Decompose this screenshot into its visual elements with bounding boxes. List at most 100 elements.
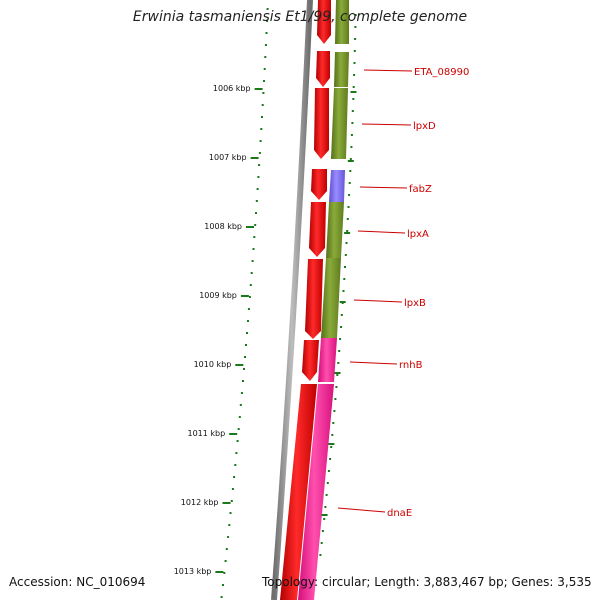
kbp-label: 1007 kbp [209,153,247,162]
kbp-label: 1006 kbp [213,84,251,93]
inner-dot [344,266,346,268]
kbp-label: 1008 kbp [204,222,242,231]
gene-arrow[interactable] [314,88,329,159]
leader-line [361,123,412,126]
inner-dot [346,218,349,220]
scale-dot [240,392,243,394]
gene-arrow[interactable] [317,0,331,44]
scale-dot [222,584,224,586]
inner-dot [354,26,357,28]
gene-label-dnae[interactable]: dnaE [387,508,412,519]
inner-tick [334,372,341,374]
scale-dot [231,488,234,490]
scale-dot [225,548,228,550]
scale-dot [258,152,261,154]
scale-dot [261,116,263,118]
gene-block-cell-envelope[interactable] [334,52,349,87]
gene-block-lipid[interactable] [329,170,345,202]
scale-dot [256,188,259,190]
scale-dot [228,524,231,526]
gene-arrow[interactable] [316,51,330,87]
scale-dot [243,368,245,370]
scale-dot [266,8,269,10]
gene-block-dna[interactable] [318,338,337,382]
gene-arrow[interactable] [305,259,323,339]
inner-tick [339,301,346,303]
scale-dot [234,464,237,466]
gene-label-lpxa[interactable]: lpxA [407,229,429,240]
scale-dot [238,416,241,418]
inner-tick [328,443,335,445]
inner-dot [352,86,355,88]
gene-block-cell-envelope[interactable] [321,258,341,338]
gene-block-cell-envelope[interactable] [331,88,348,159]
gene-label-fabz[interactable]: fabZ [409,184,432,195]
scale-dot [220,596,223,598]
kbp-tick [229,433,238,435]
inner-dot [324,506,327,508]
gene-arrow[interactable] [280,384,317,600]
scale-dot [262,92,265,94]
kbp-label: 1012 kbp [181,498,219,507]
gene-block-cell-envelope[interactable] [335,0,349,44]
scale-dot [258,164,261,166]
inner-dot [349,170,352,172]
gene-label-rnhb[interactable]: rnhB [399,360,423,371]
inner-dot [352,98,355,100]
inner-dot [337,362,340,364]
inner-dot [326,482,329,484]
gene-label-lpxd[interactable]: lpxD [413,121,436,132]
scale-dot [253,236,256,238]
inner-dot [354,38,357,40]
leader-line [337,507,386,513]
inner-dot [320,542,323,544]
scale-dot [254,224,257,226]
scale-dot [251,260,254,262]
gene-block-dna[interactable] [298,384,334,600]
gene-arrow[interactable] [302,340,319,381]
inner-tick [350,91,357,93]
scale-dot [223,572,226,574]
scale-dot [246,332,248,334]
inner-dot [327,470,330,472]
inner-dot [354,14,357,16]
inner-dot [345,242,348,244]
inner-dot [340,314,343,316]
inner-tick [344,232,351,234]
gene-block-cell-envelope[interactable] [326,202,344,258]
scale-dot [257,176,260,178]
leader-line [363,69,413,72]
inner-dot [333,410,336,412]
genome-backbone [271,0,313,601]
kbp-label: 1010 kbp [194,360,232,369]
inner-dot [336,374,339,376]
inner-dot [347,206,350,208]
gene-label-lpxb[interactable]: lpxB [404,298,426,309]
accession-text: Accession: NC_010694 [9,575,146,589]
leader-line [349,361,398,365]
scale-dot [265,32,268,34]
inner-dot [348,194,351,196]
kbp-label: 1013 kbp [174,567,212,576]
scale-ring [220,8,269,598]
scale-dot [245,344,247,346]
inner-tick [347,160,354,162]
kbp-label: 1009 kbp [199,291,237,300]
inner-dot [346,230,349,232]
gene-arrow[interactable] [309,202,326,257]
inner-dot [332,422,335,424]
scale-dot [230,500,233,502]
inner-dot [338,350,341,352]
inner-dot [331,434,334,436]
inner-dot [348,182,351,184]
inner-dot [351,110,354,112]
inner-dot [321,530,324,532]
scale-dot [239,404,242,406]
inner-dot [323,518,326,520]
inner-ring [319,14,357,556]
gene-label-eta08990[interactable]: ETA_08990 [414,67,469,78]
scale-dot [242,380,244,382]
gene-arrow[interactable] [311,169,327,200]
